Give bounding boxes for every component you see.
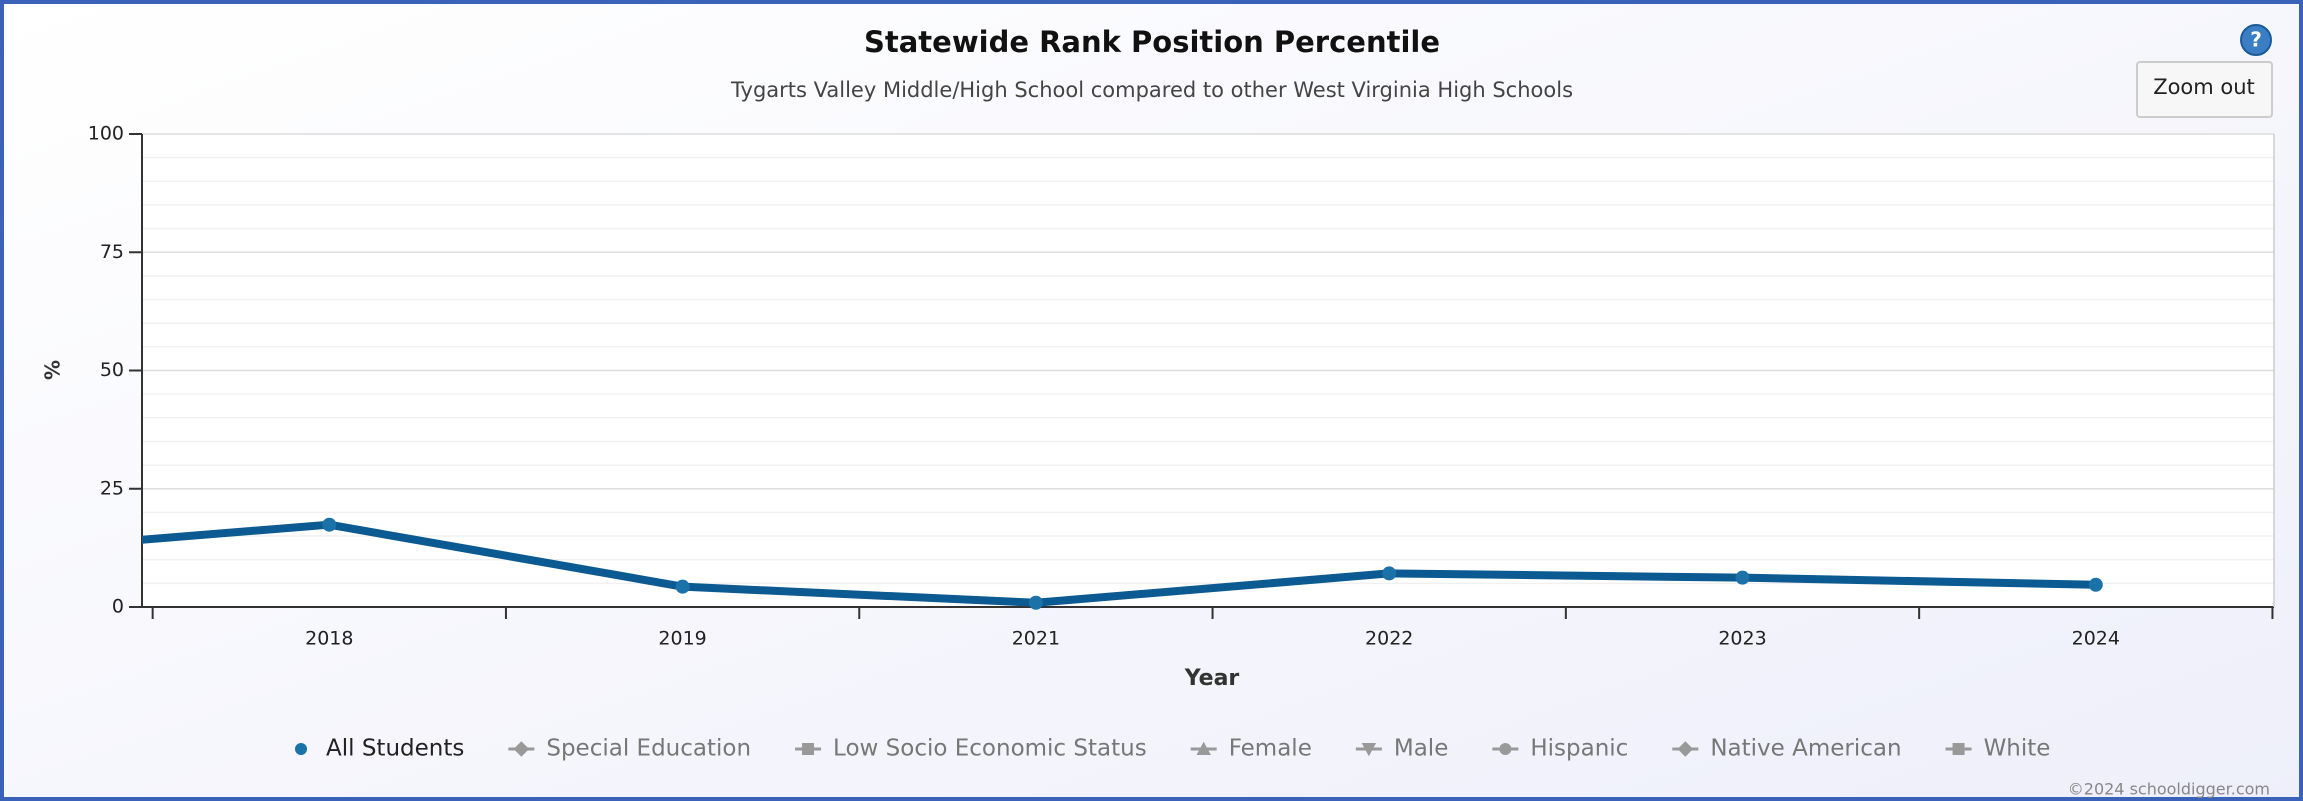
legend-item[interactable]: Native American — [1672, 736, 1902, 762]
x-tick-label: 2019 — [658, 628, 706, 650]
legend-label[interactable]: Female — [1229, 736, 1312, 762]
legend-label[interactable]: Special Education — [546, 736, 751, 762]
legend-marker — [1361, 743, 1377, 757]
y-tick-label: 100 — [88, 123, 124, 145]
legend-label[interactable]: Male — [1394, 736, 1448, 762]
legend-label[interactable]: Hispanic — [1530, 736, 1628, 762]
data-point — [1028, 595, 1043, 610]
legend-label[interactable]: White — [1984, 736, 2051, 762]
legend-item[interactable]: Male — [1355, 736, 1448, 762]
legend-item[interactable]: Special Education — [508, 736, 751, 762]
x-axis-label: Year — [1184, 666, 1240, 691]
zoom-button-label[interactable]: Zoom out — [2153, 75, 2255, 99]
chart-title: Statewide Rank Position Percentile — [864, 25, 1440, 59]
y-tick-label: 50 — [100, 359, 124, 381]
y-tick-label: 75 — [100, 241, 124, 263]
legend-marker — [1196, 741, 1211, 755]
help-label[interactable]: ? — [2250, 28, 2262, 52]
data-point — [2088, 577, 2103, 592]
legend-marker — [513, 741, 530, 757]
x-tick-label: 2018 — [305, 628, 353, 650]
plot-series — [142, 517, 2103, 610]
x-tick-label: 2023 — [1718, 628, 1766, 650]
zoom-button-box[interactable] — [2136, 61, 2273, 118]
y-tick-label: 25 — [100, 477, 124, 499]
data-point — [1735, 570, 1750, 585]
data-point — [1382, 566, 1397, 581]
legend-item[interactable]: Low Socio Economic Status — [795, 736, 1147, 762]
y-axis-label: % — [41, 360, 65, 380]
legend-item[interactable]: Female — [1190, 736, 1312, 762]
legend-marker — [1952, 743, 1965, 755]
legend-marker — [802, 743, 815, 755]
data-point — [322, 517, 337, 532]
data-point — [675, 579, 690, 594]
x-tick-label: 2021 — [1012, 628, 1060, 650]
x-tick-label: 2024 — [2072, 628, 2120, 650]
legend-label[interactable]: Low Socio Economic Status — [833, 736, 1147, 762]
legend-item[interactable]: White — [1945, 736, 2051, 762]
chart-subtitle: Tygarts Valley Middle/High School compar… — [730, 78, 1573, 102]
x-tick-label: 2022 — [1365, 628, 1413, 650]
legend-marker — [1499, 743, 1512, 755]
y-tick-label: 0 — [112, 596, 124, 618]
legend-label[interactable]: All Students — [326, 736, 464, 762]
help-icon[interactable]: ? — [2240, 24, 2272, 56]
legend-marker — [295, 743, 307, 755]
legend-item[interactable]: All Students — [295, 736, 464, 762]
credit: ©2024 schooldigger.com — [2068, 780, 2270, 799]
legend-marker — [1677, 741, 1694, 757]
zoom-button[interactable]: Zoom out — [2136, 61, 2273, 118]
legend-item[interactable]: Hispanic — [1492, 736, 1628, 762]
legend-label[interactable]: Native American — [1710, 736, 1901, 762]
help-circle[interactable] — [2240, 24, 2272, 56]
